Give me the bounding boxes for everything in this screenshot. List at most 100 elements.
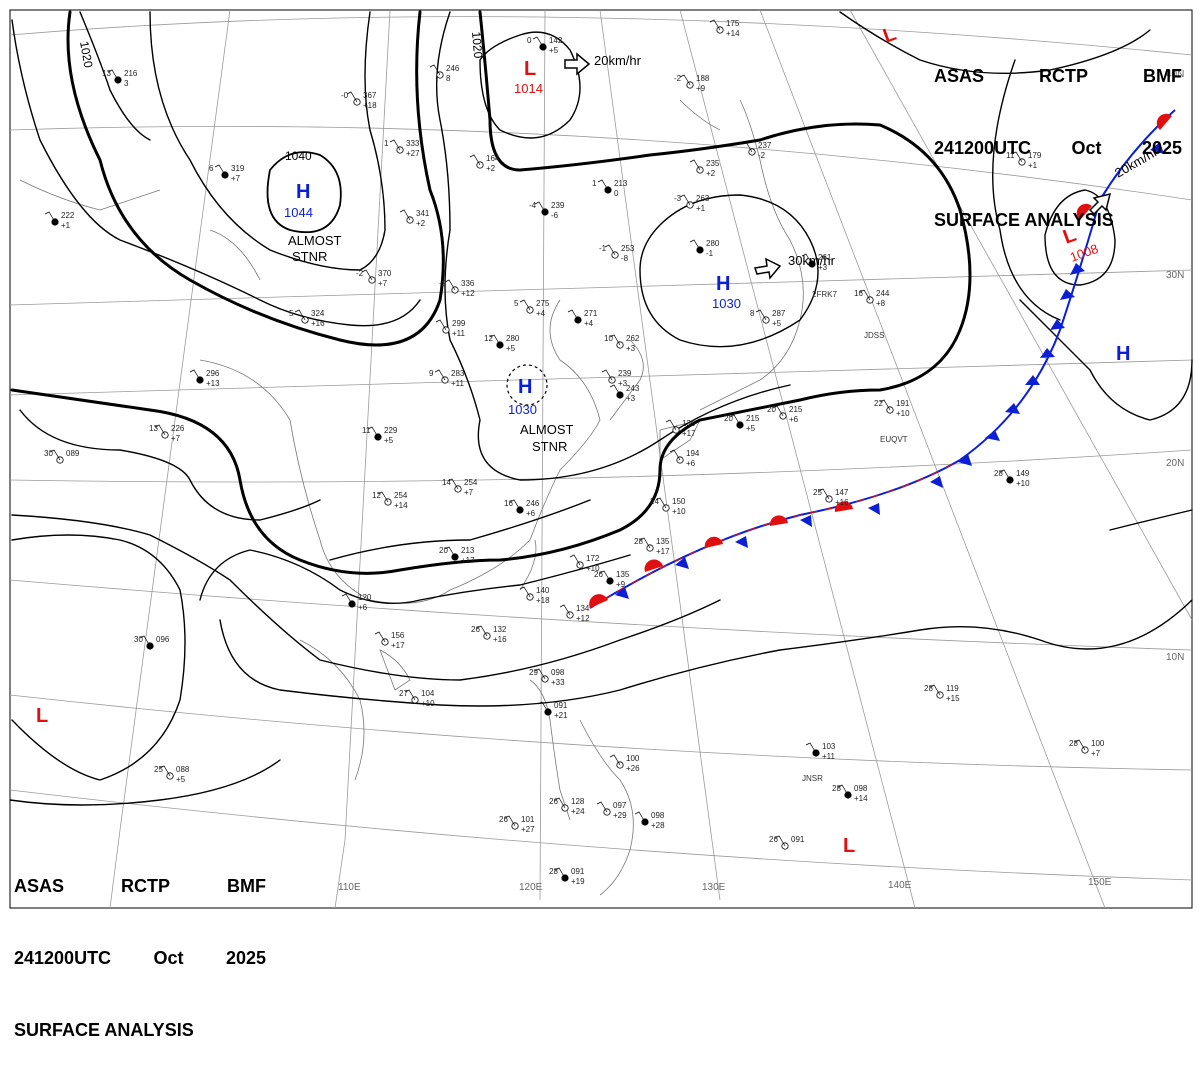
station-plot: 147 25 +16 bbox=[813, 488, 849, 507]
station-pressure: 296 bbox=[206, 369, 220, 378]
station-pressure: 175 bbox=[726, 19, 740, 28]
low-center: L bbox=[843, 835, 855, 857]
wind-barb bbox=[567, 309, 579, 321]
station-pressure: 149 bbox=[1016, 469, 1030, 478]
station-pressure: 213 bbox=[461, 546, 475, 555]
station-tendency: +7 bbox=[231, 174, 241, 183]
header-month: Oct bbox=[153, 948, 184, 968]
station-plot: 299+11 bbox=[435, 319, 466, 338]
wind-barb bbox=[294, 309, 306, 321]
station-pressure: 287 bbox=[772, 309, 786, 318]
station-pressure: 261 bbox=[818, 253, 832, 262]
map-frame bbox=[9, 9, 1193, 909]
station-plot: 135+17 bbox=[665, 419, 696, 438]
station-temperature: 28 bbox=[549, 867, 558, 876]
station-tendency: +24 bbox=[571, 807, 585, 816]
station-plot: 229 11 +5 bbox=[362, 426, 398, 445]
station-temperature: 0 bbox=[527, 36, 532, 45]
station-temperature: 30 bbox=[44, 449, 53, 458]
station-tendency: +17 bbox=[461, 556, 475, 565]
lon-label: 140E bbox=[888, 880, 912, 891]
station-temperature: 20 bbox=[439, 546, 448, 555]
station-tendency: +6 bbox=[789, 415, 799, 424]
lat-label: 20N bbox=[1166, 458, 1184, 469]
wind-barb bbox=[929, 684, 941, 696]
station-plot: 254 14 +7 bbox=[442, 478, 478, 497]
wind-barb bbox=[49, 449, 61, 461]
station-pressure: 216 bbox=[124, 69, 138, 78]
station-tendency: +21 bbox=[554, 711, 568, 720]
wind-barb bbox=[489, 334, 501, 346]
wind-barb bbox=[709, 19, 721, 31]
station-tendency: +10 bbox=[672, 507, 686, 516]
station-plot: 098+28 bbox=[634, 811, 665, 830]
wind-barb bbox=[597, 179, 609, 191]
station-plot: 215 20 +5 bbox=[724, 414, 760, 433]
station-plot: 172+10 bbox=[569, 554, 600, 573]
station-pressure: 367 bbox=[363, 91, 377, 100]
station-pressure: 246 bbox=[526, 499, 540, 508]
wind-barb bbox=[596, 801, 608, 813]
wind-barb bbox=[609, 754, 621, 766]
station-pressure: 254 bbox=[464, 478, 478, 487]
wind-barb bbox=[1011, 151, 1023, 163]
station-plot: 179 11 +1 bbox=[1006, 151, 1042, 170]
station-pressure: 194 bbox=[686, 449, 700, 458]
station-tendency: +6 bbox=[526, 509, 536, 518]
high-center: H bbox=[716, 273, 730, 295]
station-plot: 128 26 +24 bbox=[549, 797, 585, 816]
station-plot: 239+3 bbox=[601, 369, 632, 388]
station-tendency: +16 bbox=[835, 498, 849, 507]
pressure-value: 1030 bbox=[508, 402, 537, 417]
station-plot: 253 -1 -8 bbox=[599, 244, 635, 263]
station-tendency: +5 bbox=[384, 436, 394, 445]
motion-note: ALMOST STNR bbox=[520, 422, 574, 454]
station-temperature: 14 bbox=[442, 478, 451, 487]
station-temperature: 20 bbox=[724, 414, 733, 423]
pressure-value: 1030 bbox=[712, 296, 741, 311]
station-tendency: +8 bbox=[876, 299, 886, 308]
isobar-labels: 1020 1040 1020 bbox=[77, 31, 485, 163]
station-plot: 261+3 bbox=[801, 253, 832, 272]
station-pressure: 097 bbox=[613, 801, 627, 810]
wind-barb bbox=[444, 546, 456, 558]
header-source: RCTP bbox=[121, 876, 170, 896]
station-tendency: +15 bbox=[946, 694, 960, 703]
station-pressure: 246 bbox=[446, 64, 460, 73]
station-plots: 216133367-0+1824681420+5175+14188-2+9319… bbox=[44, 19, 1105, 886]
station-tendency: -2 bbox=[758, 151, 766, 160]
station-plot: 188 -2 +9 bbox=[674, 74, 710, 93]
wind-barb bbox=[818, 488, 830, 500]
station-plot: 164+2 bbox=[469, 154, 500, 173]
station-temperature: 28 bbox=[832, 784, 841, 793]
wind-barb bbox=[741, 141, 753, 153]
station-tendency: +2 bbox=[706, 169, 716, 178]
station-pressure: 341 bbox=[416, 209, 430, 218]
wind-barb bbox=[1074, 739, 1086, 751]
wind-barb bbox=[389, 139, 401, 151]
station-pressure: 280 bbox=[506, 334, 520, 343]
station-plot: 142 0 +5 bbox=[527, 36, 563, 55]
station-tendency: +11 bbox=[452, 329, 466, 338]
station-temperature: -2 bbox=[356, 269, 364, 278]
station-temperature: 22 bbox=[874, 399, 883, 408]
station-tendency: +7 bbox=[1091, 749, 1101, 758]
high-center-ring bbox=[506, 364, 548, 406]
station-plot: 262 10 +3 bbox=[604, 334, 640, 353]
station-tendency: +17 bbox=[682, 429, 696, 438]
station-tendency: +10 bbox=[586, 564, 600, 573]
station-tendency: +7 bbox=[378, 279, 388, 288]
station-tendency: +26 bbox=[626, 764, 640, 773]
station-tendency: +3 bbox=[618, 379, 628, 388]
station-temperature: -3 bbox=[674, 194, 682, 203]
wind-barb bbox=[377, 491, 389, 503]
wind-barb bbox=[559, 604, 571, 616]
station-pressure: 135 bbox=[616, 570, 630, 579]
station-plot: 149 28 +10 bbox=[994, 469, 1030, 488]
station-tendency: +7 bbox=[464, 488, 474, 497]
station-plot: 096 30 bbox=[134, 635, 170, 650]
station-pressure: 283 bbox=[451, 369, 465, 378]
station-tendency: +12 bbox=[461, 289, 475, 298]
station-pressure: 091 bbox=[791, 835, 805, 844]
